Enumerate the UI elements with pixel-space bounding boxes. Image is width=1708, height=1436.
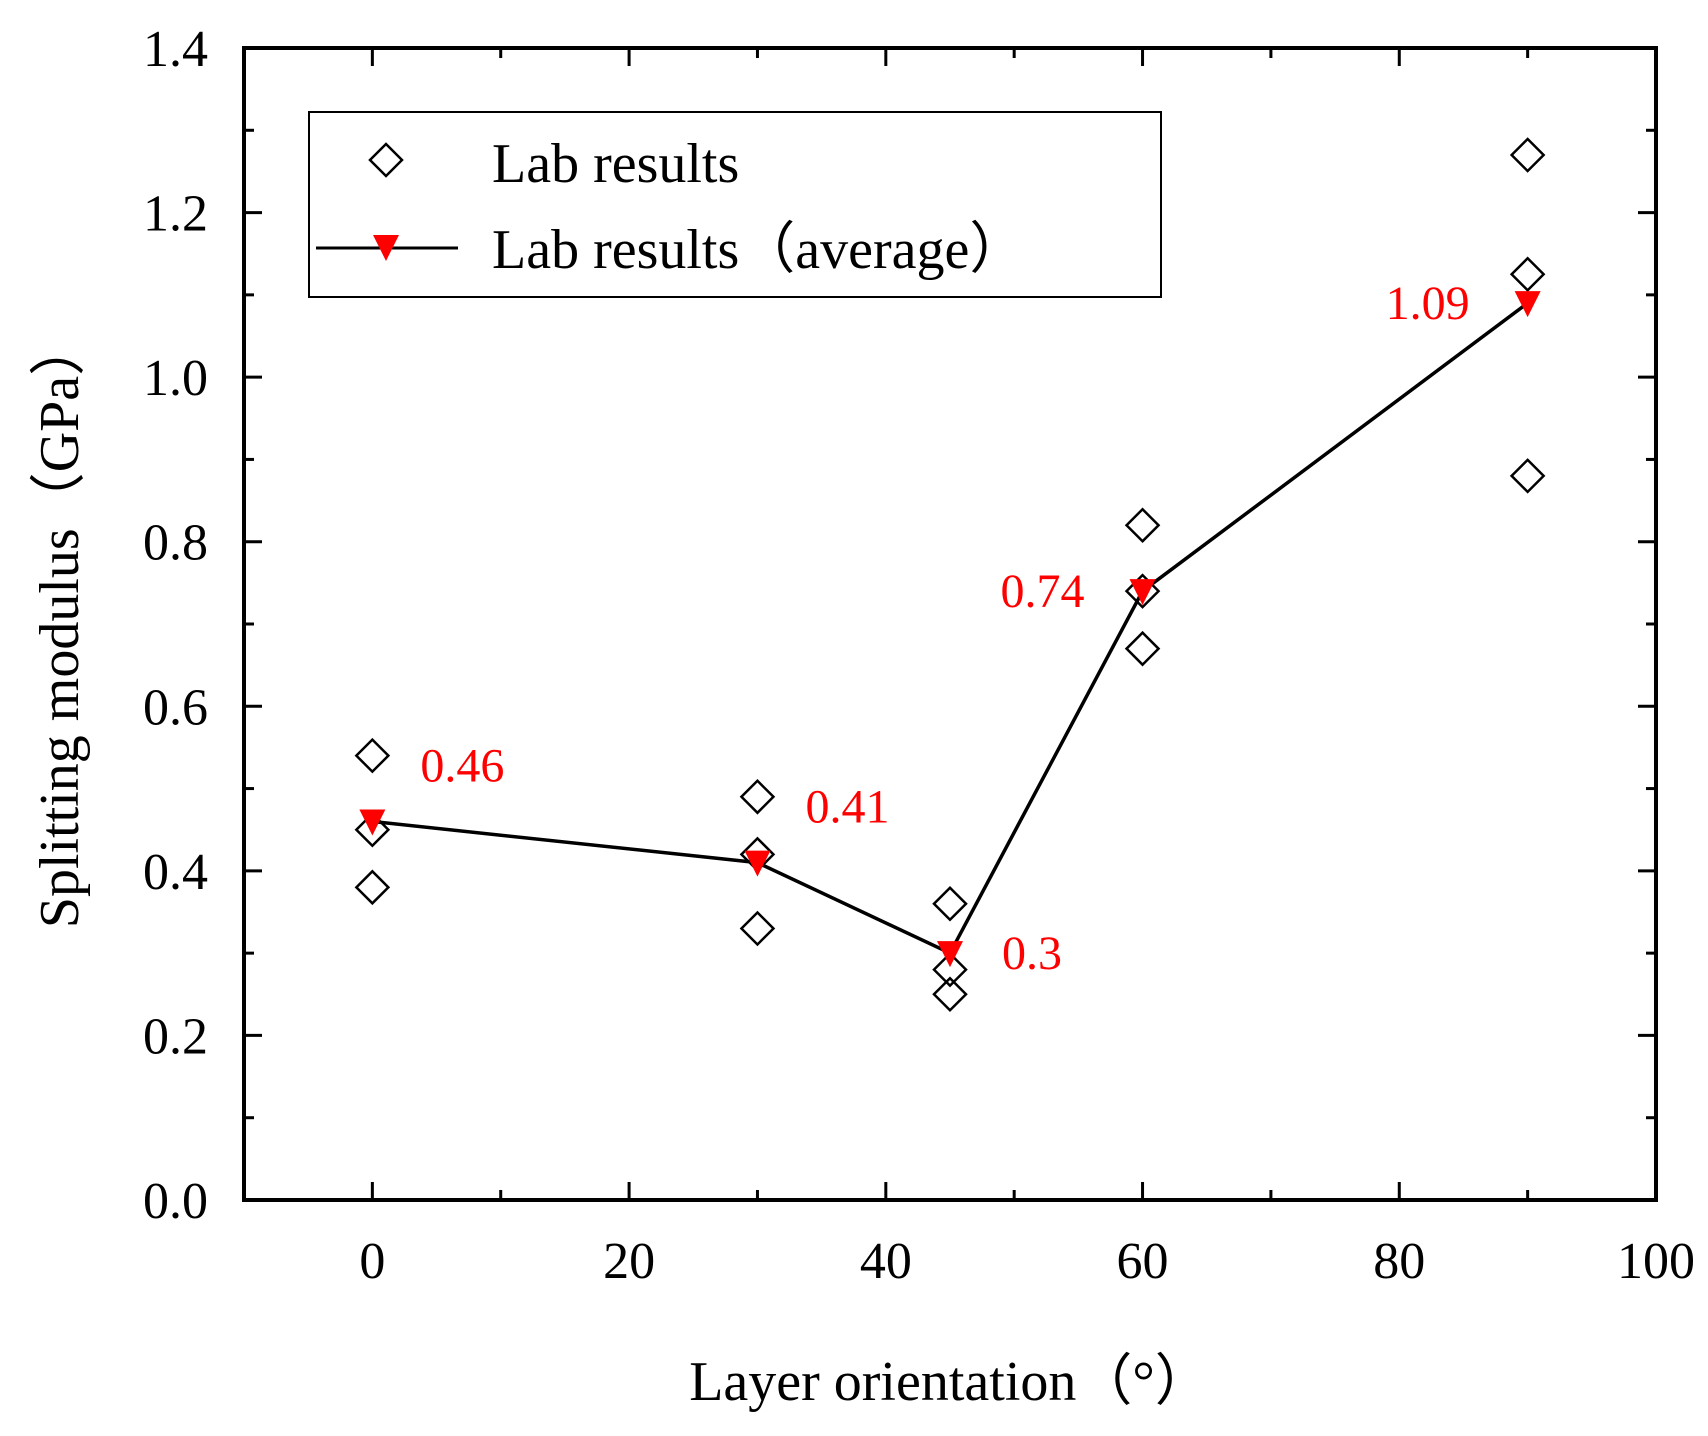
legend: Lab results Lab results（average） [308,111,1162,298]
y-axis-title: Splitting modulus（GPa） [29,320,91,928]
legend-box [308,111,1162,298]
lab-result-point [739,910,776,947]
legend-entry-lab-results-average: Lab results（average） [316,219,1025,281]
y-tick-label: 0.2 [143,1008,208,1065]
y-tick-label: 1.4 [143,21,208,78]
legend-label-lab-results: Lab results [492,133,739,195]
lab-result-point [932,886,968,922]
average-value-label: 0.41 [805,781,889,834]
plot-marks: 0.46 0.41 0.3 0.74 1.09 [354,137,1546,1013]
average-value-label: 0.74 [1001,565,1085,618]
lab-result-point [1124,507,1161,544]
lab-result-point [354,811,391,848]
lab-result-point [1124,630,1161,667]
average-point [359,809,386,836]
average-value-label: 0.3 [1002,927,1062,980]
lab-result-point [354,869,391,906]
average-value-label: 1.09 [1386,277,1470,330]
x-tick-label: 0 [359,1233,385,1290]
lab-result-point [1509,458,1546,494]
average-point [937,941,963,968]
lab-result-point [932,951,968,988]
lab-result-point [1509,256,1546,293]
x-tick-label: 20 [603,1233,655,1290]
plot-frame [242,46,1658,1202]
y-tick-label: 1.2 [143,186,208,243]
legend-label-lab-results-average: Lab results（average） [492,219,1025,281]
x-axis-title: Layer orientation（°） [689,1351,1211,1413]
x-tick-label: 80 [1373,1233,1425,1290]
average-point [1514,291,1541,318]
y-tick-label: 0.0 [143,1173,208,1230]
y-tick-label: 0.4 [143,844,208,901]
lab-result-point [1124,573,1161,609]
lab-result-point [1509,137,1546,173]
lab-result-point [739,779,776,815]
average-value-label: 0.46 [420,739,504,792]
average-point [744,850,771,877]
x-tick-label: 40 [860,1233,912,1290]
x-tick-label: 60 [1117,1233,1169,1290]
average-point [1129,579,1156,606]
y-tick-label: 1.0 [143,350,208,407]
legend-triangle-marker [373,235,399,261]
x-tick-label: 100 [1617,1233,1695,1290]
legend-entry-lab-results: Lab results [368,133,739,195]
y-tick-label: 0.6 [143,679,208,736]
lab-result-point [354,737,391,774]
legend-diamond-marker [368,142,404,178]
x-tick-labels: 0 20 40 60 80 100 [359,1233,1695,1290]
y-tick-label: 0.8 [143,515,208,572]
y-tick-labels: 0.0 0.2 0.4 0.6 0.8 1.0 1.2 1.4 [143,21,208,1230]
lab-result-point [932,976,968,1013]
